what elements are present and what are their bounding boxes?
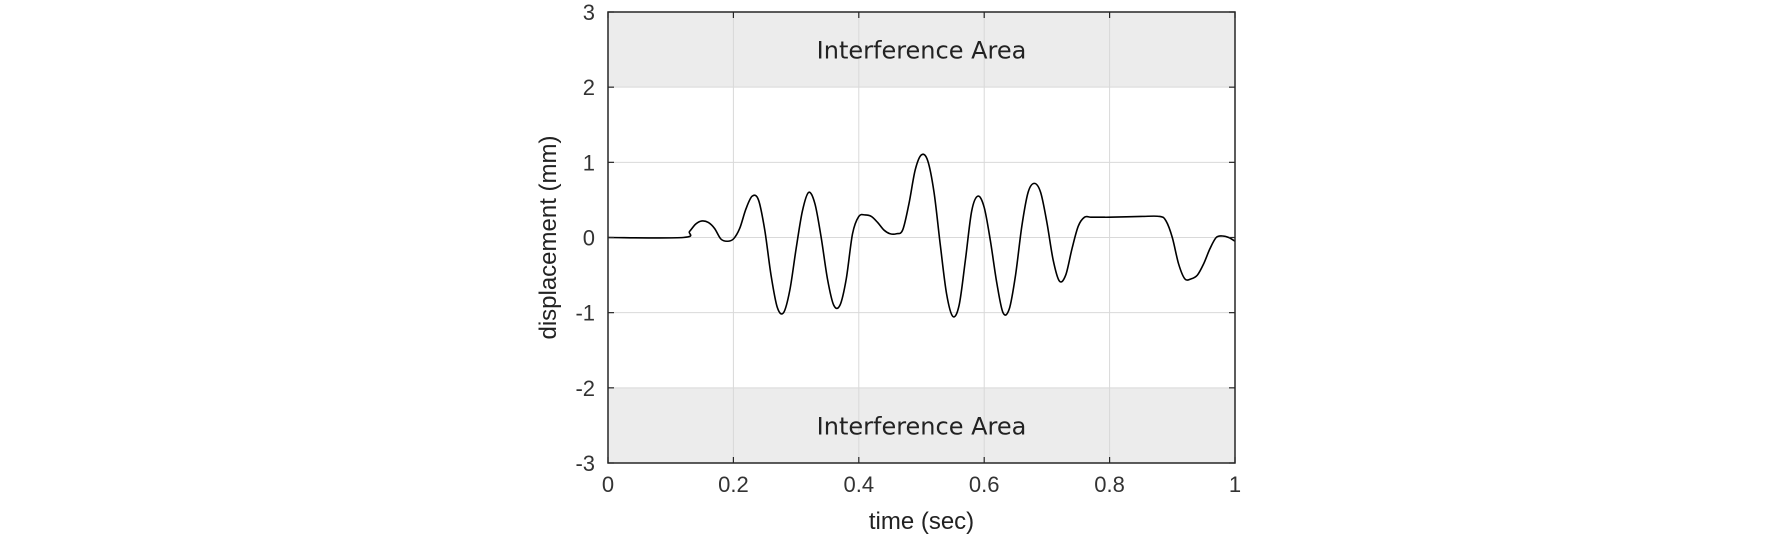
interference-regions bbox=[608, 12, 1235, 463]
x-tick-label-4: 0.8 bbox=[1094, 472, 1125, 497]
y-tick-label-0: -3 bbox=[575, 451, 595, 476]
y-tick-label-2: -1 bbox=[575, 301, 595, 326]
x-tick-label-1: 0.2 bbox=[718, 472, 749, 497]
interference-region-2 bbox=[608, 387, 1235, 463]
x-tick-label-3: 0.6 bbox=[969, 472, 1000, 497]
y-tick-label-1: -2 bbox=[575, 376, 595, 401]
y-axis-label: displacement (mm) bbox=[535, 135, 562, 339]
x-tick-label-2: 0.4 bbox=[844, 472, 875, 497]
x-tick-label-5: 1 bbox=[1229, 472, 1241, 497]
series-line-1 bbox=[607, 153, 1236, 318]
axis-ticks bbox=[607, 11, 1236, 464]
interference-region-label-1: Interference Area bbox=[817, 37, 1027, 65]
x-tick-label-0: 0 bbox=[602, 472, 614, 497]
region-labels: Interference Area Interference Area bbox=[817, 37, 1027, 441]
y-tick-label-4: 1 bbox=[583, 150, 595, 175]
grid-lines bbox=[608, 12, 1235, 463]
interference-region-label-2: Interference Area bbox=[817, 412, 1027, 440]
interference-region-1 bbox=[608, 12, 1235, 88]
tick-labels: 0 0.2 0.4 0.6 0.8 1 -3 -2 -1 0 1 2 3 bbox=[575, 0, 1241, 497]
y-tick-label-5: 2 bbox=[583, 75, 595, 100]
y-tick-label-3: 0 bbox=[583, 226, 595, 251]
data-series bbox=[607, 153, 1236, 318]
y-tick-label-6: 3 bbox=[583, 0, 595, 25]
x-axis-label: time (sec) bbox=[869, 508, 974, 535]
